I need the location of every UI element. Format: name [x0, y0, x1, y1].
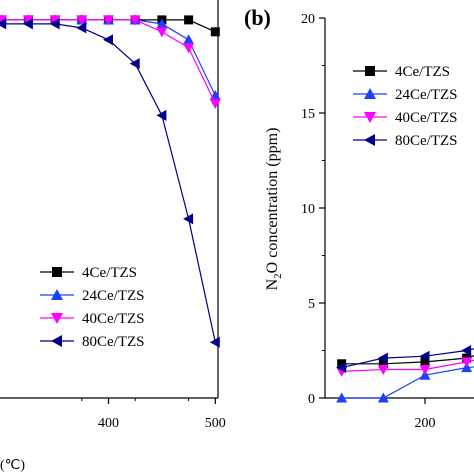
data-point [336, 362, 347, 374]
panel-b-legend: 4Ce/TZS 24Ce/TZS 40Ce/TZS 80Ce/TZS [353, 64, 458, 149]
legend-marker [51, 289, 63, 300]
data-point [377, 352, 388, 364]
data-point [76, 15, 88, 26]
data-point [129, 58, 140, 70]
series-line-40ce-tzs [341, 359, 474, 372]
legend-label: 4Ce/TZS [82, 265, 137, 281]
data-point [49, 18, 60, 30]
legend-label: 80Ce/TZS [395, 133, 458, 149]
legend-marker [364, 88, 376, 99]
data-point [377, 365, 389, 375]
data-point [183, 213, 194, 225]
series-line-80ce-tzs [0, 23, 216, 343]
data-point [156, 109, 167, 121]
data-point [377, 392, 389, 403]
series-line-4ce-tzs [341, 355, 474, 365]
series-line-24ce-tzs [0, 19, 216, 96]
legend-marker [364, 134, 375, 146]
y-tick-label: 15 [301, 107, 315, 122]
y-tick-label: 5 [308, 297, 315, 312]
data-point [129, 15, 141, 26]
panel-a-legend: 4Ce/TZS 24Ce/TZS 40Ce/TZS 80Ce/TZS [40, 265, 145, 350]
data-point [76, 22, 87, 34]
legend-label: 80Ce/TZS [82, 334, 145, 350]
data-point [210, 27, 220, 37]
series-line-40ce-tzs [0, 19, 216, 104]
data-point [183, 43, 195, 54]
data-point [103, 15, 114, 26]
legend-marker [364, 112, 376, 123]
data-point [461, 357, 473, 368]
legend-marker [51, 313, 63, 324]
data-point [419, 350, 430, 362]
panel-b-label: (b) [244, 5, 271, 30]
data-point [156, 27, 168, 38]
data-point [156, 18, 168, 29]
x-tick-label: 400 [98, 416, 119, 431]
panel-b-ylabel: N2O concentration (ppm) [264, 128, 284, 291]
data-point [22, 18, 33, 30]
panel-a-xlabel: (℃) [0, 458, 25, 473]
x-tick-label: 500 [205, 416, 226, 431]
data-point [183, 34, 195, 45]
data-point [336, 392, 348, 403]
data-point [419, 365, 431, 375]
data-point [184, 15, 194, 25]
legend-marker [52, 267, 62, 277]
legend-marker [365, 66, 375, 76]
data-point [22, 15, 34, 26]
data-point [0, 18, 7, 30]
data-point [420, 357, 430, 367]
legend-label: 40Ce/TZS [82, 311, 145, 327]
legend-marker [51, 335, 62, 347]
data-point [461, 345, 472, 356]
data-point [103, 34, 113, 46]
legend-label: 24Ce/TZS [82, 288, 145, 304]
data-point [378, 359, 388, 369]
panel-b: (b) 0 5 10 15 20 200 4Ce/TZS 24Ce/TZS 40Ce/TZS… [244, 5, 474, 431]
y-tick-label: 0 [308, 392, 315, 407]
data-point [49, 15, 61, 26]
legend-label: 24Ce/TZS [395, 87, 458, 103]
y-tick-label: 10 [301, 202, 315, 217]
legend-label: 40Ce/TZS [395, 110, 458, 126]
y-tick-label: 20 [301, 12, 315, 27]
x-tick-label: 200 [415, 416, 436, 431]
panel-a: 400 500 4Ce/TZS 24Ce/TZS 40Ce/TZS 80Ce/TZS (… [0, 0, 226, 473]
data-point [337, 359, 347, 369]
data-point [209, 336, 220, 348]
legend-label: 4Ce/TZS [395, 64, 450, 80]
data-point [209, 98, 221, 109]
